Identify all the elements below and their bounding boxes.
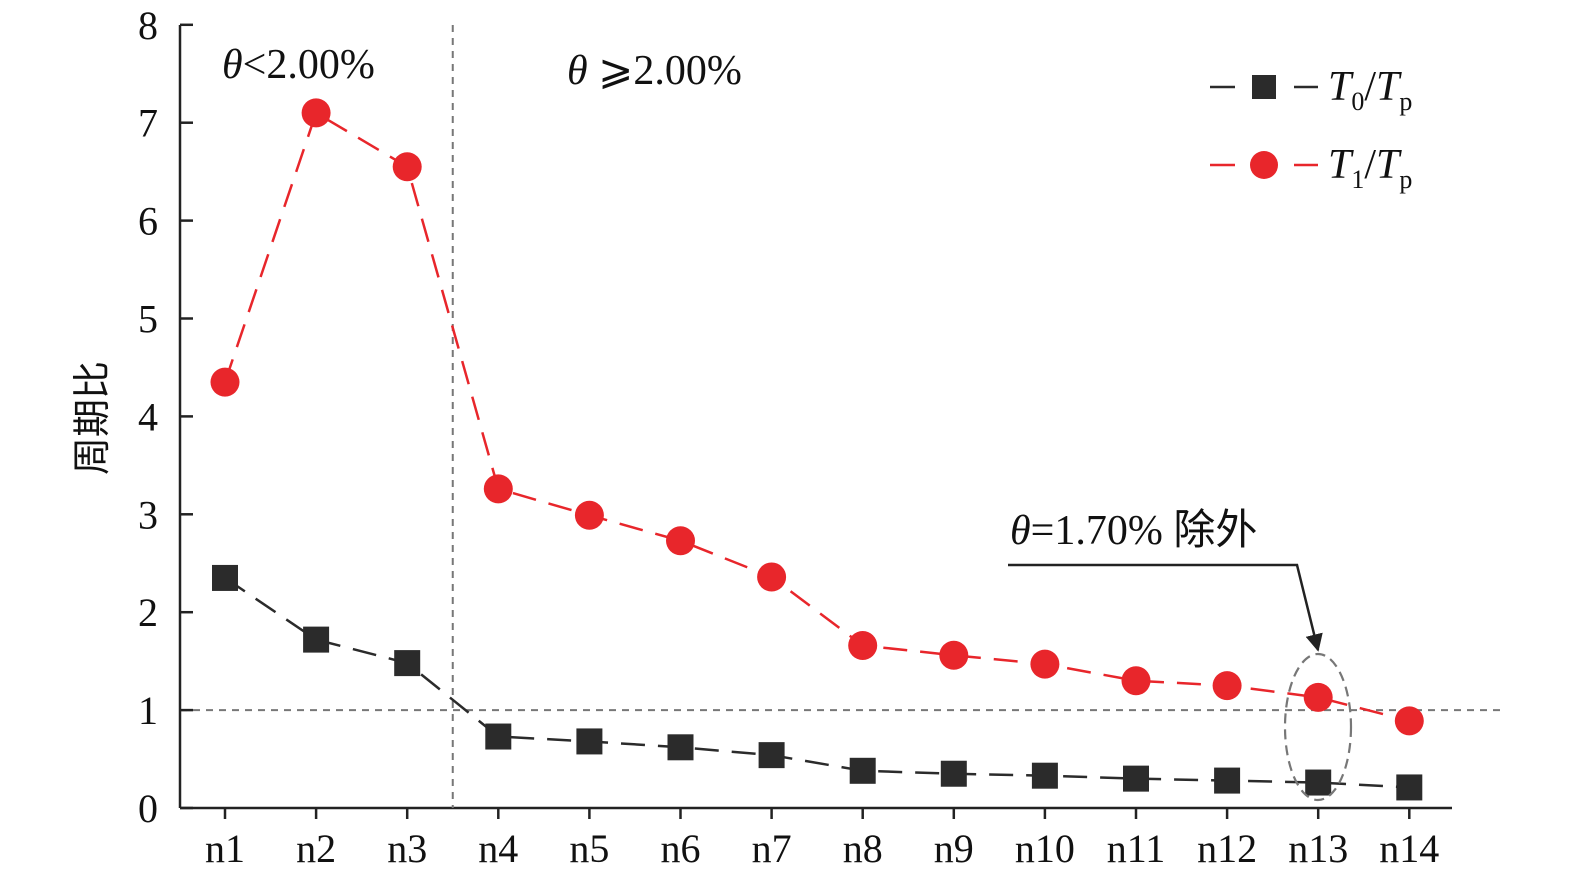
legend-t0-sub2: p <box>1399 87 1412 116</box>
y-tick-label: 1 <box>138 688 158 733</box>
x-tick-label-n5: n5 <box>569 826 609 871</box>
point-1-n6 <box>666 526 695 556</box>
right-region-theta: θ <box>567 48 588 94</box>
y-tick-label: 0 <box>138 786 158 831</box>
legend-item-t0: T0/Tp <box>1210 64 1412 116</box>
point-1-n14 <box>1394 706 1424 736</box>
y-tick-label: 4 <box>138 394 158 439</box>
x-axis-ticks: n1 n2 n3 n4 n5 n6 n7 n8 n9 n10 n11 n12 n13 n14 <box>205 808 1439 871</box>
point-0-n2 <box>303 626 330 653</box>
legend-label-t1: T1/Tp <box>1328 142 1412 194</box>
series-line-1 <box>223 111 1410 723</box>
exception-highlight-ellipse <box>1283 652 1353 802</box>
x-tick-label-n9: n9 <box>934 826 974 871</box>
point-0-n4 <box>485 723 512 750</box>
x-tick-label-n12: n12 <box>1197 826 1257 871</box>
left-region-annotation: θ<2.00% <box>222 42 375 88</box>
y-tick-label: 2 <box>138 590 158 635</box>
y-tick-label: 6 <box>138 199 158 244</box>
legend-t1-main: T <box>1328 142 1354 188</box>
point-1-n13 <box>1303 682 1333 712</box>
point-1-n11 <box>1121 666 1151 696</box>
point-1-n5 <box>574 500 604 530</box>
point-1-n1 <box>210 367 240 397</box>
point-0-n7 <box>758 742 785 769</box>
series-line-0 <box>224 576 1410 789</box>
series-1 <box>210 98 1424 736</box>
legend-item-t1: T1/Tp <box>1210 142 1412 194</box>
point-1-n3 <box>392 152 422 182</box>
exception-annotation: θ=1.70% 除外 <box>1010 507 1257 554</box>
x-tick-label-n13: n13 <box>1288 826 1348 871</box>
point-1-n4 <box>483 474 513 504</box>
series-layer <box>210 98 1424 801</box>
x-tick-label-n4: n4 <box>478 826 518 871</box>
right-region-text: ⩾2.00% <box>588 48 742 94</box>
exception-arrow <box>1008 563 1323 652</box>
y-tick-label: 7 <box>138 101 158 146</box>
x-tick-label-n3: n3 <box>387 826 427 871</box>
point-1-n2 <box>301 98 331 128</box>
point-0-n3 <box>394 650 421 677</box>
point-0-n9 <box>940 760 967 787</box>
left-region-theta: θ <box>222 42 243 88</box>
point-0-n6 <box>667 734 694 761</box>
legend-t0-main: T <box>1328 64 1354 110</box>
point-1-n7 <box>757 562 787 592</box>
y-axis-title: 周期比 <box>70 361 114 475</box>
legend-marker-t0 <box>1252 75 1276 99</box>
point-0-n14 <box>1396 774 1423 801</box>
x-tick-label-n14: n14 <box>1379 826 1439 871</box>
right-region-annotation: θ ⩾2.00% <box>567 48 742 94</box>
point-1-n10 <box>1030 649 1060 679</box>
y-tick-label: 3 <box>138 492 158 537</box>
legend-label-t0: T0/Tp <box>1328 64 1412 116</box>
x-tick-label-n1: n1 <box>205 826 245 871</box>
legend-t1-sub: 1 <box>1351 165 1364 194</box>
point-0-n13 <box>1305 769 1332 796</box>
y-tick-label: 8 <box>138 3 158 48</box>
point-1-n9 <box>939 640 969 670</box>
point-0-n11 <box>1123 765 1149 792</box>
legend-t1-slash: / <box>1364 142 1376 188</box>
legend: T0/Tp T1/Tp <box>1210 64 1412 194</box>
x-tick-label-n10: n10 <box>1015 826 1075 871</box>
point-0-n5 <box>576 728 603 755</box>
point-1-n8 <box>848 630 878 660</box>
y-axis-ticks: 0 1 2 3 4 5 6 7 8 <box>138 3 193 831</box>
point-1-n12 <box>1212 671 1242 701</box>
x-tick-label-n11: n11 <box>1107 826 1166 871</box>
point-0-n1 <box>212 564 238 591</box>
x-tick-label-n2: n2 <box>296 826 336 871</box>
x-tick-label-n8: n8 <box>843 826 883 871</box>
legend-t0-sub: 0 <box>1351 87 1364 116</box>
x-tick-label-n7: n7 <box>752 826 792 871</box>
exception-text: =1.70% 除外 <box>1031 507 1258 554</box>
series-0 <box>212 564 1423 801</box>
legend-t0-main2: T <box>1376 64 1402 110</box>
legend-marker-t1 <box>1250 151 1278 179</box>
x-tick-label-n6: n6 <box>661 826 701 871</box>
y-tick-label: 5 <box>138 297 158 342</box>
point-0-n12 <box>1214 767 1241 794</box>
point-0-n10 <box>1031 762 1058 789</box>
left-region-text: <2.00% <box>243 42 375 88</box>
legend-t0-slash: / <box>1364 64 1376 110</box>
legend-t1-sub2: p <box>1399 165 1412 194</box>
exception-theta: θ <box>1010 508 1031 554</box>
legend-t1-main2: T <box>1376 142 1402 188</box>
point-0-n8 <box>849 757 876 784</box>
